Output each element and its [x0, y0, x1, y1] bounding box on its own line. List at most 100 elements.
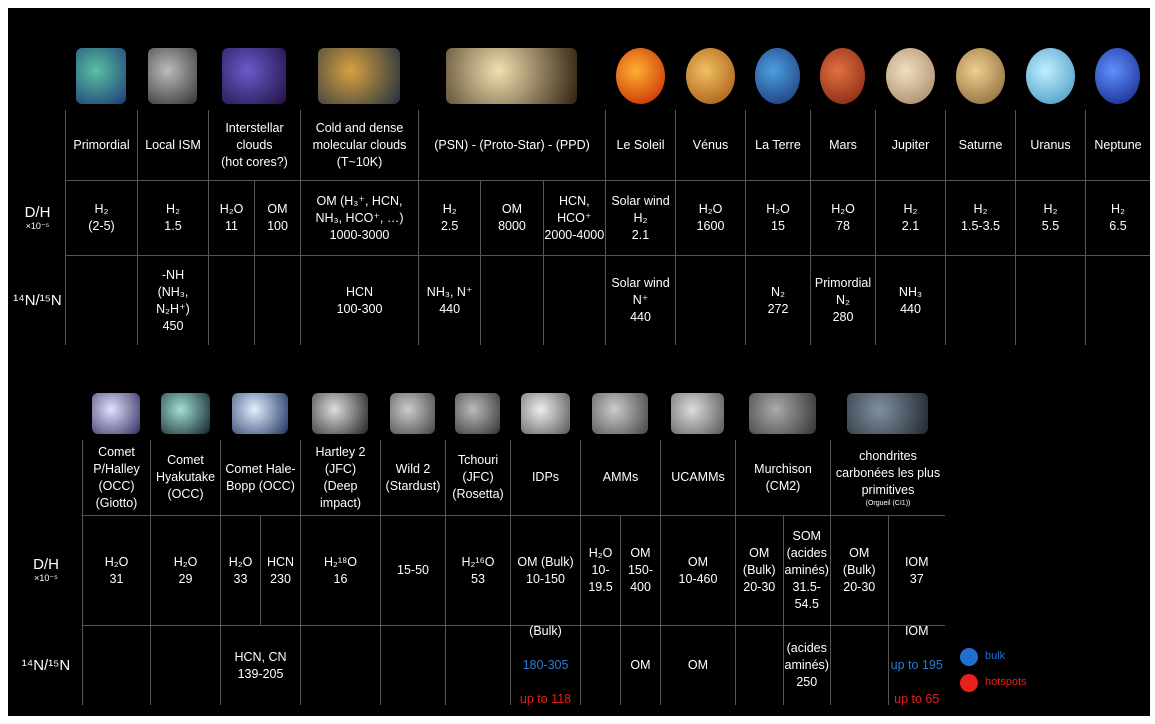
text: (Orgueil (CI1)) [866, 499, 911, 508]
value-cell [254, 255, 300, 345]
text: up to 118 [520, 691, 571, 708]
value-cell: H₂ (2-5) [65, 180, 137, 255]
legend-label: bulk [985, 650, 1005, 662]
image [318, 48, 401, 104]
image [592, 393, 648, 434]
column-header: Hartley 2 (JFC) (Deep impact) [300, 440, 380, 515]
text: La Terre [755, 137, 801, 154]
image [886, 48, 935, 104]
image [76, 48, 126, 104]
column-header: Le Soleil [605, 110, 675, 180]
value-cell: OM 100 [254, 180, 300, 255]
value-cell [580, 625, 620, 705]
text: Comet Hyakutake (OCC) [156, 452, 215, 503]
page: D/H×10⁻⁵¹⁴N/¹⁵NPrimordialH₂ (2-5)Local I… [0, 0, 1155, 724]
value-cell: H₂ 1.5-3.5 [945, 180, 1015, 255]
value-cell: HCN, HCO⁺ 2000-4000 [543, 180, 605, 255]
text: Comet Hale- Bopp (OCC) [225, 461, 295, 495]
image [956, 48, 1005, 104]
value-cell: H₂ 1.5 [137, 180, 208, 255]
value-cell: H₂¹⁸O 16 [300, 515, 380, 625]
value-cell: OM [620, 625, 660, 705]
text: Uranus [1030, 137, 1070, 154]
text: up to 65 [894, 691, 939, 708]
column-header: Tchouri (JFC) (Rosetta) [445, 440, 510, 515]
text: Hartley 2 (JFC) (Deep impact) [315, 444, 365, 512]
column-header: Vénus [675, 110, 745, 180]
column-header: Interstellar clouds (hot cores?) [208, 110, 300, 180]
image [820, 48, 866, 104]
image [755, 48, 801, 104]
image [616, 48, 665, 104]
value-cell [380, 625, 445, 705]
value-cell: 15-50 [380, 515, 445, 625]
text: Wild 2 (Stardust) [386, 461, 441, 495]
value-cell: OM (H₃⁺, HCN, NH₃, HCO⁺, …) 1000-3000 [300, 180, 418, 255]
text: Mars [829, 137, 857, 154]
value-cell [675, 255, 745, 345]
image [686, 48, 735, 104]
text: Vénus [693, 137, 728, 154]
value-cell: H₂ 2.5 [418, 180, 480, 255]
value-cell: OM [660, 625, 735, 705]
image [847, 393, 928, 434]
text: Local ISM [145, 137, 201, 154]
image [446, 48, 577, 104]
value-cell [208, 255, 254, 345]
column-header: Comet P/Halley (OCC) (Giotto) [82, 440, 150, 515]
column-header: chondrites carbonées les plus primitives… [830, 440, 945, 515]
image [1095, 48, 1141, 104]
text: UCAMMs [671, 469, 724, 486]
text: Saturne [959, 137, 1003, 154]
image [671, 393, 724, 434]
text: 180-305 [523, 657, 569, 674]
column-header: Local ISM [137, 110, 208, 180]
image [232, 393, 288, 434]
text: (PSN) - (Proto-Star) - (PPD) [434, 137, 590, 154]
column-header: Comet Hyakutake (OCC) [150, 440, 220, 515]
image [148, 48, 198, 104]
value-cell [1085, 255, 1150, 345]
value-cell [480, 255, 542, 345]
value-cell: OM (Bulk) 10-150 [510, 515, 580, 625]
value-cell: H₂O 1600 [675, 180, 745, 255]
value-cell: H₂O 15 [745, 180, 810, 255]
text: up to 195 [891, 657, 943, 674]
row-label: D/H×10⁻⁵ [10, 180, 65, 255]
value-cell [445, 625, 510, 705]
value-cell: N₂ 272 [745, 255, 810, 345]
image [92, 393, 140, 434]
value-cell [82, 625, 150, 705]
column-header: Wild 2 (Stardust) [380, 440, 445, 515]
row-label: ¹⁴N/¹⁵N [10, 255, 65, 345]
value-cell [65, 255, 137, 345]
column-header: Cold and dense molecular clouds (T~10K) [300, 110, 418, 180]
row-label: D/H×10⁻⁵ [10, 515, 82, 625]
legend-marker [960, 674, 978, 692]
column-header: IDPs [510, 440, 580, 515]
text: ×10⁻⁵ [26, 221, 50, 232]
column-header: Neptune [1085, 110, 1150, 180]
text: D/H [25, 204, 51, 221]
value-cell: -NH (NH₃, N₂H⁺) 450 [137, 255, 208, 345]
value-cell: H₂O 33 [220, 515, 260, 625]
value-cell: NH₃, N⁺ 440 [418, 255, 480, 345]
text: Le Soleil [617, 137, 665, 154]
value-cell: NH₃ 440 [875, 255, 945, 345]
value-cell [1015, 255, 1085, 345]
column-header: Murchison (CM2) [735, 440, 830, 515]
value-cell: Solar wind H₂ 2.1 [605, 180, 675, 255]
value-cell: H₂ 6.5 [1085, 180, 1150, 255]
value-cell: H₂ 5.5 [1015, 180, 1085, 255]
value-cell: HCN 100-300 [300, 255, 418, 345]
value-cell: (Bulk) 180-305 up to 118 [510, 625, 580, 705]
value-cell: H₂O 29 [150, 515, 220, 625]
legend-label: hotspots [985, 676, 1027, 688]
text: ¹⁴N/¹⁵N [22, 657, 71, 674]
text: (Bulk) [529, 623, 562, 640]
value-cell [830, 625, 888, 705]
text: Murchison (CM2) [754, 461, 812, 495]
text: IDPs [532, 469, 559, 486]
